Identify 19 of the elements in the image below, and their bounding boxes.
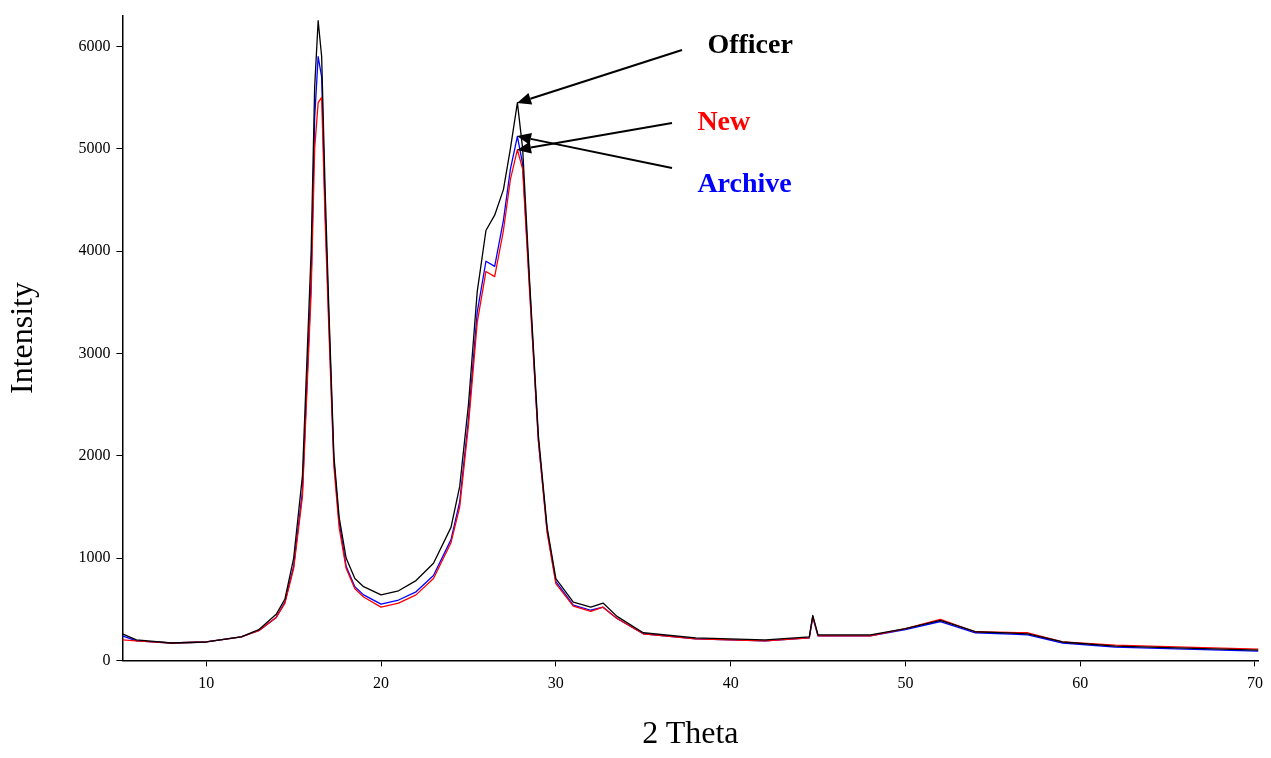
y-tick-label: 4000 [78,241,111,259]
text: Archive [697,166,792,198]
x-tick-label: 30 [547,674,564,692]
x-tick-label: 40 [722,674,739,692]
y-tick-label: 2000 [78,445,111,463]
y-axis-title: Intensity [2,282,39,394]
y-tick-label: 3000 [78,343,111,361]
y-tick-label: 6000 [78,36,111,54]
x-axis-title: 2 Theta [642,714,739,751]
y-tick-label: 0 [102,650,111,668]
x-tick-label: 10 [198,674,215,692]
x-tick-label: 50 [897,674,914,692]
y-tick-label: 1000 [78,548,111,566]
x-tick-label: 70 [1246,674,1263,692]
text: New [697,104,752,136]
x-tick-label: 60 [1072,674,1089,692]
text: Officer [707,27,793,59]
x-tick-label: 20 [373,674,390,692]
y-tick-label: 5000 [78,138,111,156]
